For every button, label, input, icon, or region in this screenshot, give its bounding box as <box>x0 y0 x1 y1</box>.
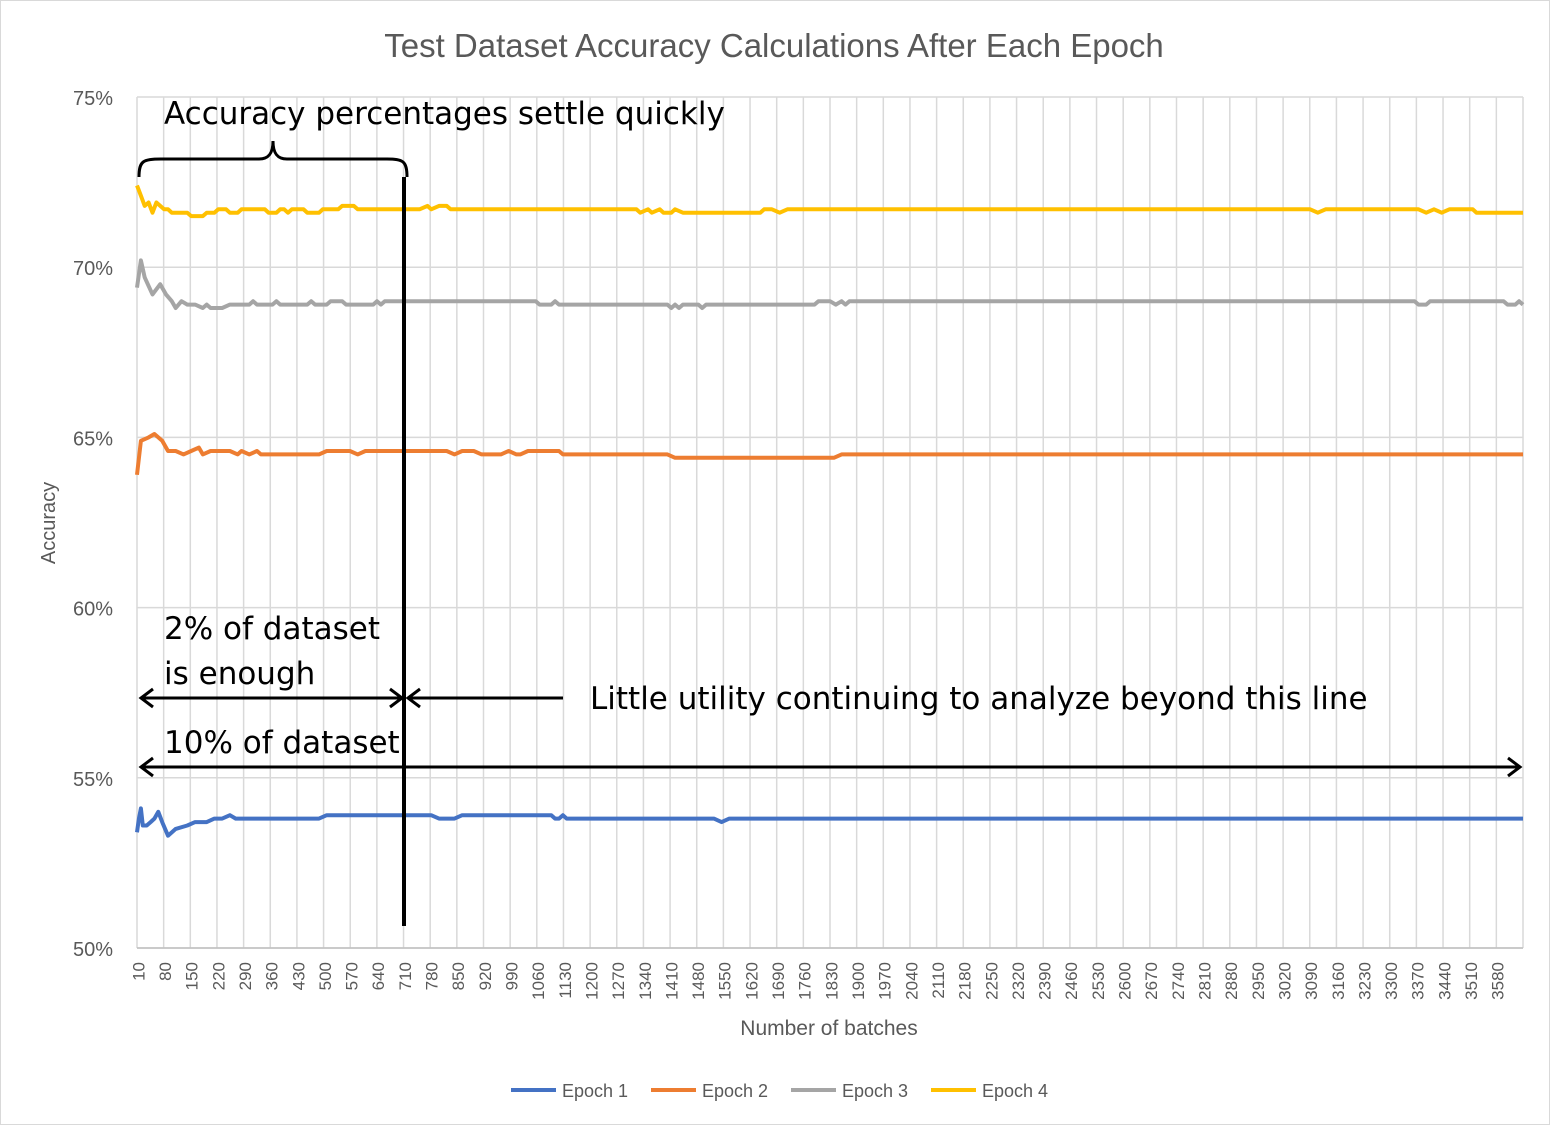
x-tick-label: 2950 <box>1249 962 1268 1000</box>
annotation-little-utility: Little utility continuing to analyze bey… <box>590 681 1368 717</box>
legend-label: Epoch 1 <box>562 1081 628 1101</box>
y-tick-label: 60% <box>73 599 113 621</box>
x-tick-label: 3510 <box>1462 962 1481 1000</box>
chart-title: Test Dataset Accuracy Calculations After… <box>384 27 1164 64</box>
x-tick-label: 360 <box>263 962 282 990</box>
x-tick-label: 1690 <box>769 962 788 1000</box>
series-line-epoch-4 <box>135 184 1523 219</box>
x-tick-label: 220 <box>209 962 228 990</box>
x-tick-label: 1270 <box>609 962 628 1000</box>
x-tick-label: 3300 <box>1382 962 1401 1000</box>
y-axis-label: Accuracy <box>38 482 60 564</box>
x-tick-label: 780 <box>423 962 442 990</box>
y-axis-ticks: 50% 55% 60% 65% 70% 75% <box>73 88 113 961</box>
x-tick-label: 10 <box>129 962 148 981</box>
x-axis-ticks: 10 80 150 220 290 360 430 500 570 640 710 780 850 920… <box>129 962 1507 1000</box>
x-tick-label: 570 <box>343 962 362 990</box>
x-tick-label: 990 <box>502 962 521 990</box>
x-tick-label: 3230 <box>1355 962 1374 1000</box>
x-tick-label: 1900 <box>849 962 868 1000</box>
annotation-ten-pct: 10% of dataset <box>164 725 400 761</box>
annotations: Accuracy percentages settle quickly 2% o… <box>137 96 1523 926</box>
x-tick-label: 1760 <box>796 962 815 1000</box>
x-tick-label: 80 <box>156 962 175 981</box>
x-tick-label: 1130 <box>556 962 575 999</box>
x-tick-label: 640 <box>369 962 388 990</box>
x-tick-label: 1620 <box>742 962 761 1000</box>
x-tick-label: 2250 <box>982 962 1001 1000</box>
x-tick-label: 290 <box>236 962 255 990</box>
x-tick-label: 2110 <box>929 962 948 999</box>
x-tick-label: 2390 <box>1036 962 1055 1000</box>
x-tick-label: 2880 <box>1222 962 1241 1000</box>
x-tick-label: 1410 <box>662 962 681 1000</box>
series-lines <box>135 184 1525 838</box>
x-tick-label: 2460 <box>1062 962 1081 1000</box>
grid <box>136 96 1524 949</box>
ten-pct-arrow <box>138 756 1523 778</box>
y-tick-label: 50% <box>73 939 113 961</box>
x-tick-label: 1060 <box>529 962 548 1000</box>
x-tick-label: 500 <box>316 962 335 990</box>
x-tick-label: 2670 <box>1142 962 1161 1000</box>
x-tick-label: 2740 <box>1169 962 1188 1000</box>
x-tick-label: 3020 <box>1275 962 1294 1000</box>
x-tick-label: 3580 <box>1489 962 1508 1000</box>
legend: Epoch 1 Epoch 2 Epoch 3 Epoch 4 <box>511 1081 1048 1101</box>
legend-label: Epoch 3 <box>842 1081 908 1101</box>
x-tick-label: 920 <box>476 962 495 990</box>
x-tick-label: 710 <box>396 962 415 990</box>
x-tick-label: 3090 <box>1302 962 1321 1000</box>
x-tick-label: 2600 <box>1116 962 1135 1000</box>
x-tick-label: 430 <box>289 962 308 990</box>
series-line-epoch-2 <box>135 432 1523 476</box>
annotation-two-pct-line2: is enough <box>164 656 315 692</box>
series-line-epoch-1 <box>135 806 1523 838</box>
x-tick-label: 2180 <box>956 962 975 1000</box>
annotation-settle-quickly: Accuracy percentages settle quickly <box>164 96 725 132</box>
annotation-brace <box>137 140 409 178</box>
x-axis-label: Number of batches <box>740 1017 917 1040</box>
x-tick-label: 3160 <box>1329 962 1348 1000</box>
two-pct-arrow <box>138 687 405 709</box>
x-tick-label: 850 <box>449 962 468 990</box>
legend-label: Epoch 2 <box>702 1081 768 1101</box>
x-tick-label: 2040 <box>902 962 921 1000</box>
y-tick-label: 70% <box>73 258 113 280</box>
little-utility-arrow <box>405 687 563 709</box>
x-tick-label: 2320 <box>1009 962 1028 1000</box>
x-tick-label: 1830 <box>822 962 841 1000</box>
annotation-two-pct-line1: 2% of dataset <box>164 611 380 647</box>
x-tick-label: 1550 <box>716 962 735 1000</box>
x-tick-label: 2810 <box>1195 962 1214 1000</box>
legend-label: Epoch 4 <box>982 1081 1048 1101</box>
y-tick-label: 65% <box>73 428 113 450</box>
x-tick-label: 1340 <box>636 962 655 1000</box>
x-tick-label: 2530 <box>1089 962 1108 1000</box>
x-tick-label: 1970 <box>876 962 895 1000</box>
y-tick-label: 55% <box>73 769 113 791</box>
series-line-epoch-3 <box>135 258 1525 310</box>
x-tick-label: 150 <box>183 962 202 990</box>
x-tick-label: 3370 <box>1409 962 1428 1000</box>
y-tick-label: 75% <box>73 88 113 110</box>
x-tick-label: 1200 <box>582 962 601 1000</box>
x-tick-label: 1480 <box>689 962 708 1000</box>
x-tick-label: 3440 <box>1435 962 1454 1000</box>
